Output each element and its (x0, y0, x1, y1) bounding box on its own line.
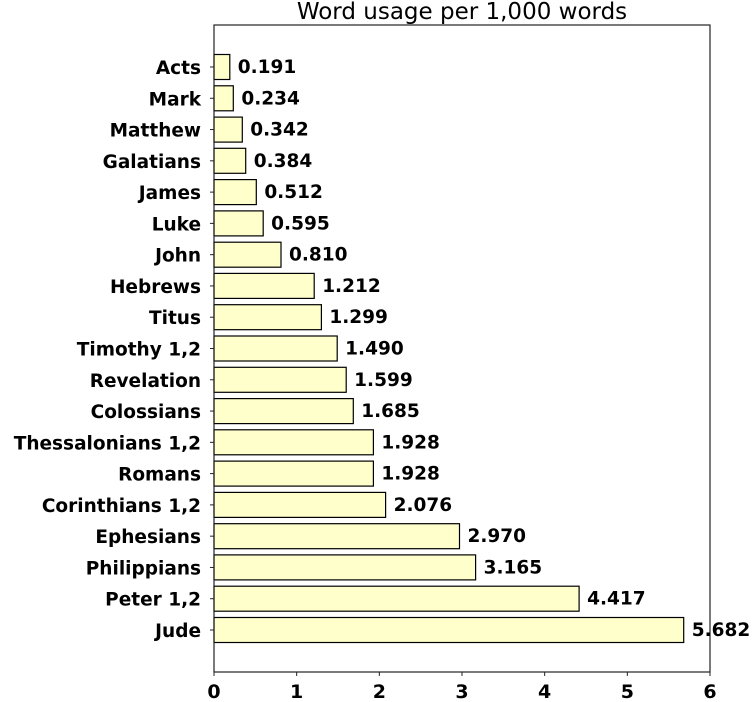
value-label: 1.928 (381, 464, 440, 485)
bar (213, 616, 685, 644)
category-label: Hebrews (110, 277, 201, 298)
bar (213, 304, 323, 331)
value-label: 0.191 (238, 57, 297, 78)
category-label: Matthew (110, 121, 201, 142)
value-label: 1.299 (329, 307, 388, 328)
bar (213, 210, 264, 237)
value-label: 0.384 (254, 151, 313, 172)
value-label: 1.928 (381, 432, 440, 453)
value-label: 0.810 (289, 245, 348, 266)
value-label: 4.417 (587, 589, 646, 610)
value-label: 0.595 (271, 213, 330, 234)
category-label: Philippians (86, 558, 201, 579)
bar (213, 491, 387, 518)
x-tick-label: 2 (373, 681, 386, 702)
bar (213, 398, 354, 425)
x-tick-label: 4 (538, 681, 551, 702)
category-label: James (137, 183, 201, 204)
x-tick-label: 6 (703, 681, 716, 702)
category-label: Jude (153, 621, 201, 642)
x-axis: 0 1 2 3 4 5 6 (207, 672, 717, 702)
value-label: 1.685 (361, 401, 420, 422)
category-label: Colossians (91, 402, 201, 423)
bar (213, 585, 580, 612)
category-label: Thessalonians 1,2 (14, 433, 201, 454)
category-label: Luke (152, 214, 201, 235)
category-label: Romans (118, 465, 201, 486)
x-tick-label: 0 (207, 681, 220, 702)
bar (213, 523, 461, 550)
category-label: Titus (149, 308, 201, 329)
bar (213, 335, 338, 362)
category-label: Revelation (90, 371, 201, 392)
value-label: 0.234 (241, 88, 300, 109)
bar (213, 179, 257, 206)
category-label: Acts (156, 58, 201, 79)
category-label: Ephesians (95, 527, 201, 548)
bar (213, 116, 243, 143)
bar (213, 366, 347, 393)
bar (213, 53, 231, 81)
bar (213, 429, 374, 456)
bar (213, 85, 234, 112)
bars-layer (213, 53, 685, 644)
x-tick-label: 5 (621, 681, 634, 702)
category-label: Mark (149, 89, 202, 110)
value-label: 1.490 (345, 339, 404, 360)
bar (213, 272, 315, 299)
value-label: 2.970 (468, 526, 527, 547)
value-label: 3.165 (484, 557, 543, 578)
category-label: Peter 1,2 (105, 590, 201, 611)
category-label: John (153, 246, 201, 267)
x-tick-label: 1 (290, 681, 303, 702)
x-tick-label: 3 (455, 681, 468, 702)
bar (213, 460, 374, 487)
value-label: 2.076 (394, 495, 453, 516)
value-labels: 0.191 0.234 0.342 0.384 0.512 0.595 0.810 1.212… (238, 57, 750, 641)
value-label: 1.599 (354, 370, 413, 391)
category-label: Timothy 1,2 (77, 340, 201, 361)
bar (213, 554, 477, 581)
category-label: Corinthians 1,2 (42, 496, 201, 517)
chart-title: Word usage per 1,000 words (297, 0, 627, 25)
bar (213, 147, 247, 174)
value-label: 0.342 (250, 120, 309, 141)
value-label: 5.682 (692, 620, 751, 641)
value-label: 1.212 (322, 276, 381, 297)
bar (213, 241, 282, 268)
y-axis: Acts Mark Matthew Galatians James Luke John Heb… (14, 58, 214, 642)
value-label: 0.512 (264, 182, 323, 203)
category-label: Galatians (103, 152, 201, 173)
